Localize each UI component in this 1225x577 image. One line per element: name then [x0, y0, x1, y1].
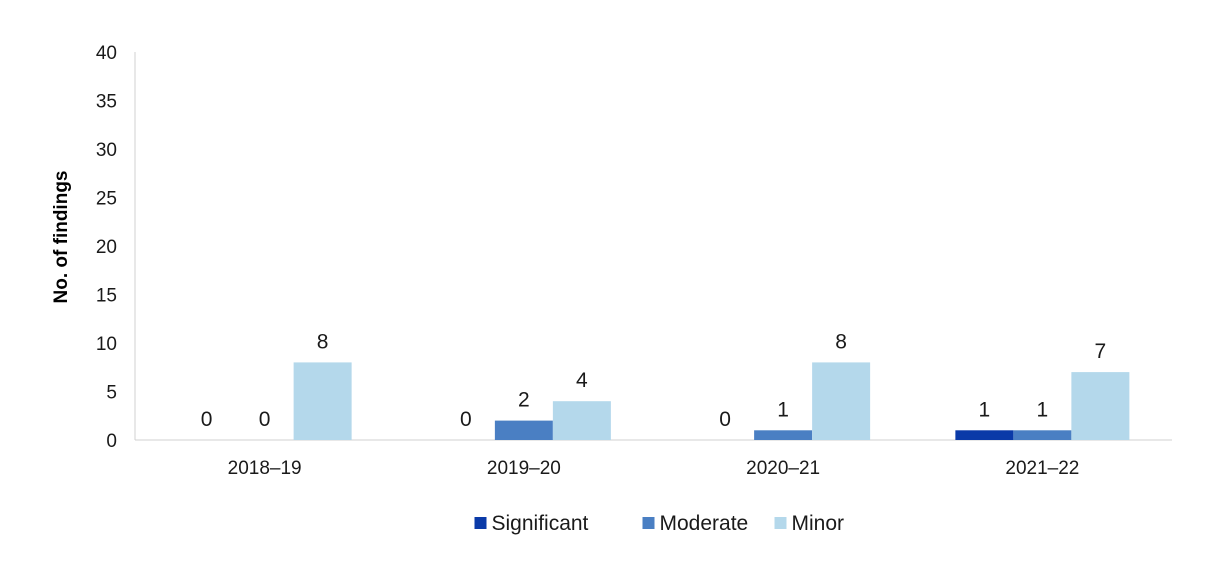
- data-label: 2: [518, 389, 530, 412]
- legend-label: Moderate: [660, 512, 749, 535]
- y-tick-label: 15: [96, 286, 117, 307]
- legend-swatch: [642, 517, 655, 529]
- data-label: 0: [460, 408, 472, 431]
- data-label: 0: [259, 408, 271, 431]
- legend-item-minor: Minor: [774, 512, 845, 535]
- y-tick-label: 10: [96, 334, 117, 355]
- bar-minor: [1071, 372, 1130, 440]
- data-label: 8: [835, 330, 847, 353]
- legend-swatch: [474, 517, 487, 529]
- bar-minor: [812, 362, 871, 440]
- data-label: 1: [777, 398, 789, 421]
- legend-label: Significant: [492, 512, 589, 535]
- data-label: 0: [201, 408, 213, 431]
- y-tick-label: 20: [96, 237, 117, 258]
- data-label: 1: [1037, 398, 1049, 421]
- y-tick-label: 35: [96, 92, 117, 113]
- legend-swatch: [774, 517, 787, 529]
- legend-label: Minor: [792, 512, 845, 535]
- y-tick-label: 30: [96, 140, 117, 161]
- y-tick-label: 25: [96, 189, 117, 210]
- data-labels: 0 0 8 0 2 4 0 1 8 1 1 7: [201, 330, 1106, 431]
- x-tick-label: 2019–20: [487, 458, 561, 479]
- bar-moderate: [494, 420, 553, 440]
- y-tick-label: 40: [96, 43, 117, 64]
- bars: [293, 362, 1130, 440]
- data-label: 4: [576, 369, 588, 392]
- data-label: 7: [1095, 340, 1107, 363]
- x-tick-label: 2020–21: [746, 458, 820, 479]
- y-axis: 0 5 10 15 20 25 30 35 40: [96, 43, 136, 452]
- legend: Significant Moderate Minor: [474, 512, 845, 535]
- bar-moderate: [754, 430, 813, 440]
- y-tick-label: 5: [106, 383, 117, 404]
- legend-item-significant: Significant: [474, 512, 589, 535]
- data-label: 0: [719, 408, 731, 431]
- x-axis: 2018–19 2019–20 2020–21 2021–22: [135, 439, 1172, 479]
- data-label: 8: [317, 330, 329, 353]
- bar-minor: [552, 401, 611, 440]
- bar-significant: [955, 430, 1014, 440]
- data-label: 1: [979, 398, 991, 421]
- legend-item-moderate: Moderate: [642, 512, 749, 535]
- y-tick-label: 0: [106, 431, 117, 452]
- bar-minor: [293, 362, 352, 440]
- x-tick-label: 2018–19: [228, 458, 302, 479]
- x-tick-label: 2021–22: [1005, 458, 1079, 479]
- bar-moderate: [1013, 430, 1072, 440]
- y-axis-title: No. of findings: [51, 171, 72, 304]
